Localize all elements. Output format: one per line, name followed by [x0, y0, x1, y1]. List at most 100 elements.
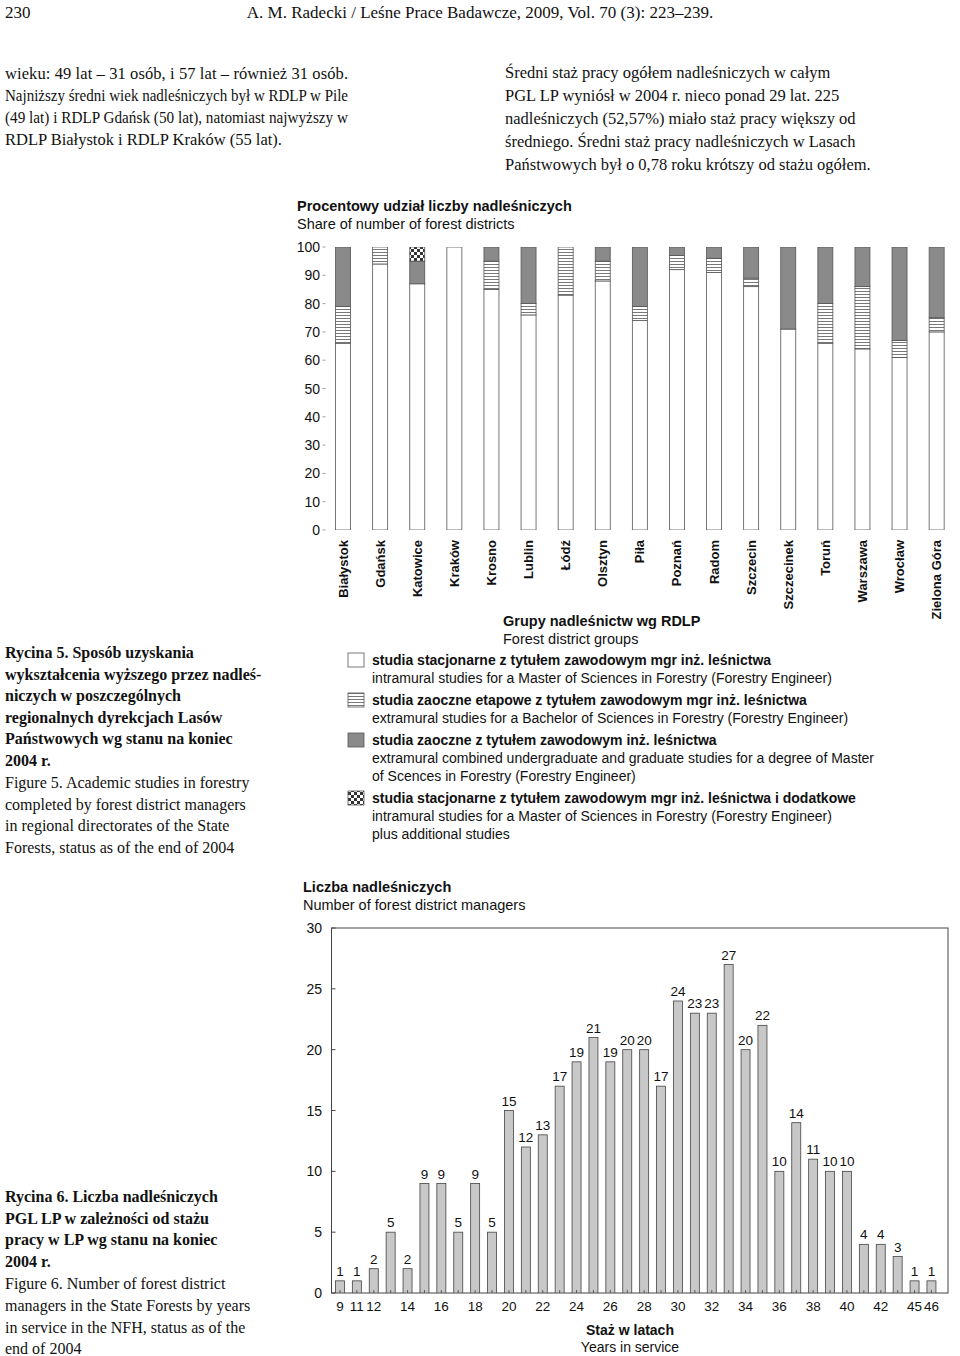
tick-mark — [508, 1290, 509, 1293]
bar — [826, 1171, 835, 1293]
data-label: 4 — [877, 1227, 885, 1242]
tick-mark — [914, 1290, 915, 1293]
tick-label: 70 — [304, 324, 320, 340]
body-line: Najniższy średni wiek nadleśniczych był … — [5, 86, 348, 105]
legend-entry-line: studia zaoczne etapowe z tytułem zawodow… — [372, 692, 807, 708]
bar-segment — [781, 247, 796, 248]
bar-segment — [336, 247, 351, 306]
bar-segment — [818, 343, 833, 530]
bar-segment — [744, 278, 759, 286]
bar-segment — [892, 247, 907, 248]
tick-mark — [745, 1290, 746, 1293]
bar-segment — [447, 247, 462, 248]
data-label: 10 — [772, 1154, 787, 1169]
bar — [876, 1244, 885, 1293]
bar-segment — [855, 287, 870, 349]
bar-segment — [373, 247, 388, 264]
data-label: 3 — [894, 1240, 902, 1255]
bar — [504, 1111, 513, 1294]
category-label: 32 — [704, 1299, 719, 1314]
tick-mark — [332, 1232, 336, 1233]
category-label: 14 — [400, 1299, 416, 1314]
bar-segment — [521, 247, 536, 304]
bar-segment — [669, 247, 684, 255]
legend-entry: studia stacjonarne z tytułem zawodowym m… — [372, 652, 832, 686]
data-label: 1 — [911, 1264, 919, 1279]
body-line: średniego. Średni staż pracy nadleśniczy… — [505, 132, 856, 151]
category-label: Radom — [707, 540, 722, 584]
category-label: 34 — [738, 1299, 754, 1314]
category-label: Wrocław — [892, 539, 907, 593]
bar-segment — [595, 247, 610, 261]
bar-segment — [744, 287, 759, 530]
bar — [724, 965, 733, 1294]
category-label: 36 — [772, 1299, 787, 1314]
caption-pl: PGL LP w zależności od stażu — [5, 1210, 209, 1227]
chart-title: Procentowy udział liczby nadleśniczychSh… — [297, 198, 572, 232]
bar — [910, 1281, 919, 1293]
bar — [403, 1269, 412, 1293]
bar-segment — [855, 247, 870, 248]
caption-en: Figure 6. Number of forest district — [5, 1275, 226, 1293]
bar — [707, 1013, 716, 1293]
bar — [454, 1232, 463, 1293]
tick-mark — [880, 1290, 881, 1293]
bar — [420, 1184, 429, 1294]
data-label: 19 — [603, 1045, 618, 1060]
legend-entry: studia zaoczne etapowe z tytułem zawodow… — [372, 692, 848, 726]
body-line: RDLP Białystok i RDLP Kraków (55 lat). — [5, 130, 282, 149]
caption-pl: 2004 r. — [5, 752, 51, 769]
bar — [606, 1062, 615, 1293]
bar-segment — [558, 295, 573, 530]
caption-pl: niczych w poszczególnych — [5, 687, 181, 705]
bar — [893, 1257, 902, 1294]
chart-title-line: Liczba nadleśniczych — [303, 879, 451, 895]
caption-pl: pracy w LP wg stanu na koniec — [5, 1231, 217, 1249]
tick-mark — [407, 1290, 408, 1293]
legend-entry-line: extramural studies for a Bachelor of Sci… — [372, 710, 848, 726]
category-label: Piła — [632, 539, 647, 563]
axis-label: Staż w latachYears in service — [581, 1322, 680, 1355]
tick-mark — [661, 1290, 662, 1293]
data-label: 23 — [704, 996, 719, 1011]
category-label: Katowice — [410, 540, 425, 597]
caption-en: Forests, status as of the end of 2004 — [5, 839, 234, 856]
page: 230A. M. Radecki / Leśne Prace Badawcze,… — [0, 0, 960, 1356]
bar — [352, 1281, 361, 1293]
caption-en: end of 2004 — [5, 1340, 81, 1356]
bar-segment — [632, 247, 647, 248]
bar — [657, 1086, 666, 1293]
caption-en: in service in the NFH, status as of the — [5, 1319, 245, 1336]
tick-mark — [542, 1290, 543, 1293]
bar-segment — [632, 321, 647, 530]
bar-segment — [558, 247, 573, 295]
bar — [386, 1232, 395, 1293]
bar-segment — [929, 332, 944, 530]
tick-mark — [323, 275, 326, 276]
bar — [640, 1050, 649, 1293]
bar — [690, 1013, 699, 1293]
category-label: 38 — [806, 1299, 821, 1314]
data-label: 17 — [552, 1069, 567, 1084]
bar-segment — [595, 281, 610, 530]
bar-segment — [521, 304, 536, 315]
data-label: 14 — [789, 1106, 805, 1121]
category-label: Warszawa — [855, 539, 870, 602]
tick-mark — [332, 1049, 336, 1050]
bar-segment — [521, 247, 536, 248]
bar — [792, 1123, 801, 1293]
tick-mark — [813, 1290, 814, 1293]
data-label: 9 — [471, 1167, 479, 1182]
tick-mark — [390, 1290, 391, 1293]
bar-segment — [410, 284, 425, 530]
bar-segment — [892, 357, 907, 530]
legend-entry-line: studia stacjonarne z tytułem zawodowym m… — [372, 652, 771, 668]
category-label: 28 — [637, 1299, 652, 1314]
category-label: Zielona Góra — [929, 539, 944, 619]
tick-mark — [644, 1290, 645, 1293]
bar — [538, 1135, 547, 1293]
tick-mark — [593, 1290, 594, 1293]
bar-segment — [373, 264, 388, 530]
tick-mark — [559, 1290, 560, 1293]
bar-segment — [410, 247, 425, 261]
